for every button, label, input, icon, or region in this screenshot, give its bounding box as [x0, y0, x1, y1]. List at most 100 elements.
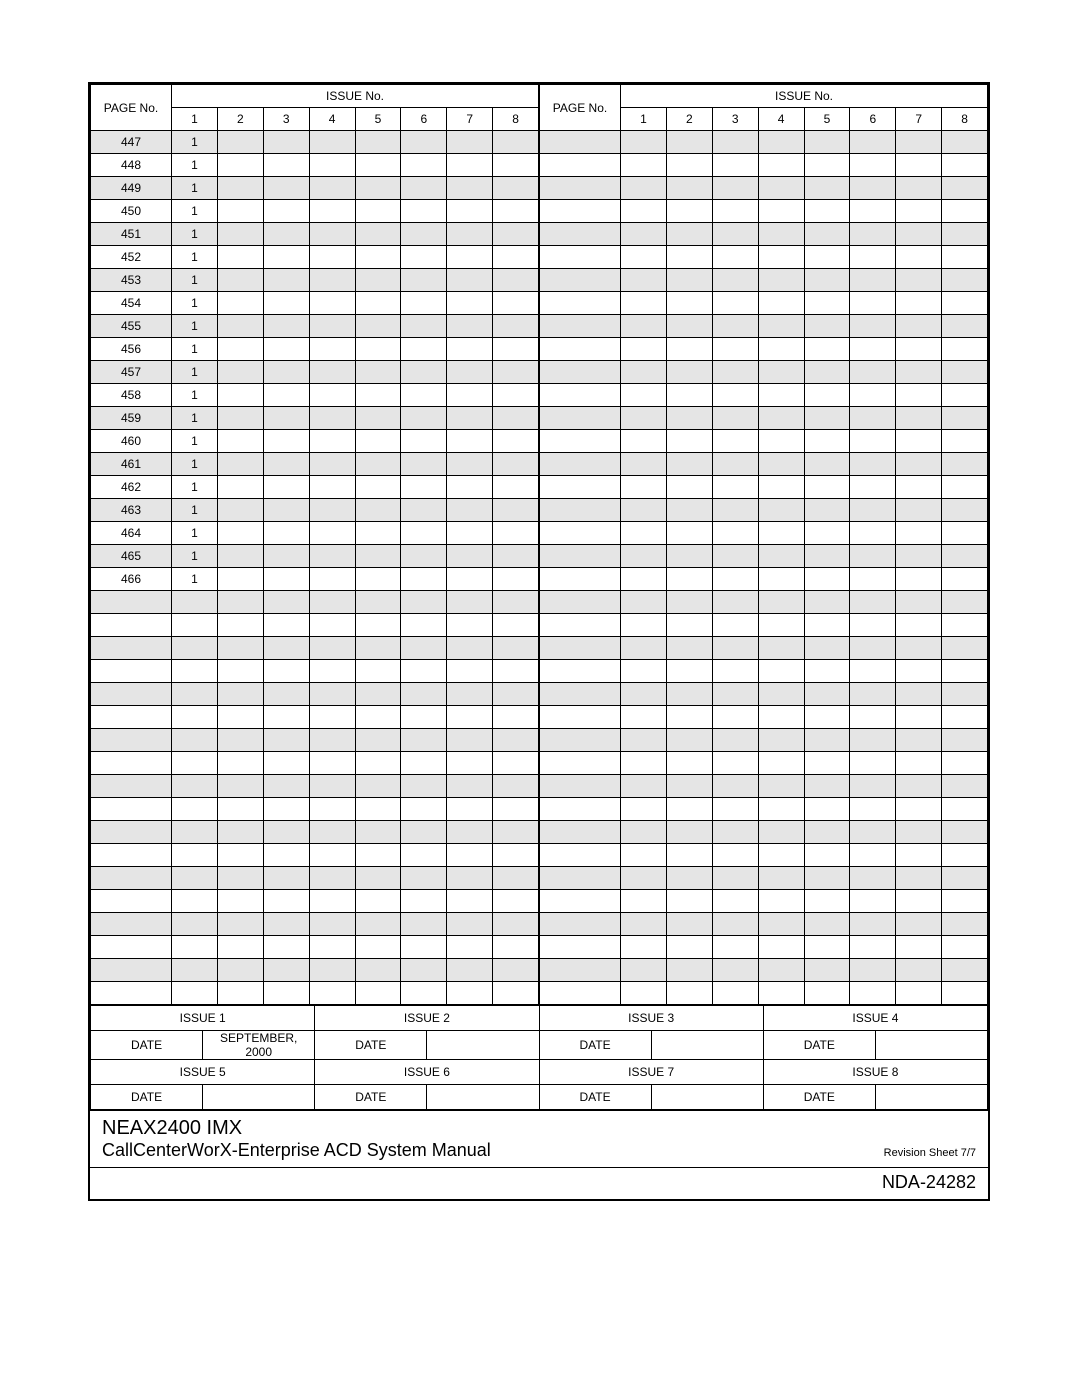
issue-cell [263, 568, 309, 591]
issue-cell [942, 292, 988, 315]
issue-cell [447, 545, 493, 568]
issue-cell [309, 867, 355, 890]
issue-cell [447, 568, 493, 591]
issue-cell [942, 890, 988, 913]
issue-cell [712, 775, 758, 798]
issue-cell [217, 798, 263, 821]
issue-cell [309, 844, 355, 867]
issue-cell [896, 200, 942, 223]
issue-cell: 1 [172, 384, 218, 407]
issue-cell [850, 246, 896, 269]
issue-cell [942, 798, 988, 821]
issue-cell [447, 982, 493, 1005]
issue-cell [712, 338, 758, 361]
issue-col-header: 2 [217, 108, 263, 131]
issue-cell [355, 913, 401, 936]
issue-cell [712, 982, 758, 1005]
issue-cell: 1 [172, 568, 218, 591]
issue-cell [493, 154, 539, 177]
issue-cell [309, 936, 355, 959]
issue-cell [217, 338, 263, 361]
issue-cell [758, 752, 804, 775]
issue-cell [621, 706, 667, 729]
issue-cell [447, 430, 493, 453]
issue-cell [666, 844, 712, 867]
issue-cell [942, 936, 988, 959]
issue-cell [447, 131, 493, 154]
issue-cell [217, 936, 263, 959]
issue-cell [758, 683, 804, 706]
issue-cell [217, 660, 263, 683]
issue-cell [263, 476, 309, 499]
issue-cell [401, 545, 447, 568]
issue-cell [355, 752, 401, 775]
issue-cell [309, 798, 355, 821]
issue-col-header: 5 [355, 108, 401, 131]
issue-cell: 1 [172, 315, 218, 338]
issue-cell [401, 683, 447, 706]
issue-cell [447, 384, 493, 407]
issue-cell [621, 522, 667, 545]
issue-cell [942, 177, 988, 200]
issue-cell [401, 775, 447, 798]
title-line1: NEAX2400 IMX [102, 1117, 976, 1140]
issue-cell [804, 798, 850, 821]
issue-cell [942, 246, 988, 269]
issue-cell [217, 545, 263, 568]
issue-cell [355, 706, 401, 729]
issue-cell [850, 177, 896, 200]
issue-cell [850, 982, 896, 1005]
issue-cell [493, 591, 539, 614]
issue-cell [896, 913, 942, 936]
issue-cell [850, 591, 896, 614]
issue-cell [309, 269, 355, 292]
issue-cell [621, 936, 667, 959]
issue-cell [850, 499, 896, 522]
issue-cell [666, 775, 712, 798]
issue-cell: 1 [172, 453, 218, 476]
issue-cell [493, 936, 539, 959]
issue-cell [712, 959, 758, 982]
issue-cell [896, 959, 942, 982]
issue-cell [355, 292, 401, 315]
page-no-cell: 447 [91, 131, 172, 154]
right-grid: PAGE No.ISSUE No.12345678 [539, 84, 988, 1005]
issue-label: ISSUE 2 [315, 1006, 539, 1031]
page-no-cell: 452 [91, 246, 172, 269]
issue-cell [804, 269, 850, 292]
issue-cell [401, 476, 447, 499]
issue-cell [712, 683, 758, 706]
issue-cell [712, 223, 758, 246]
issue-cell [355, 568, 401, 591]
issue-cell [942, 706, 988, 729]
issue-cell [850, 752, 896, 775]
issue-cell [804, 522, 850, 545]
issue-cell [401, 246, 447, 269]
issue-cell [263, 453, 309, 476]
issue-cell [804, 683, 850, 706]
issue-cell [447, 246, 493, 269]
issue-cell [712, 430, 758, 453]
issue-cell [896, 361, 942, 384]
page-no-header: PAGE No. [91, 85, 172, 131]
issue-cell: 1 [172, 177, 218, 200]
page-no-cell [540, 913, 621, 936]
issue-cell [850, 775, 896, 798]
issue-cell [621, 798, 667, 821]
issue-cell [621, 315, 667, 338]
page-no-cell [540, 798, 621, 821]
issue-cell [804, 545, 850, 568]
page-no-cell [91, 821, 172, 844]
issue-cell [309, 959, 355, 982]
issue-cell [712, 292, 758, 315]
issue-cell [942, 867, 988, 890]
date-label: DATE [763, 1031, 875, 1060]
issue-cell [850, 315, 896, 338]
page-no-cell [91, 775, 172, 798]
page-no-cell [540, 522, 621, 545]
issue-col-header: 3 [712, 108, 758, 131]
issue-cell [896, 890, 942, 913]
issue-cell [896, 844, 942, 867]
issue-cell: 1 [172, 545, 218, 568]
page-no-cell [540, 821, 621, 844]
